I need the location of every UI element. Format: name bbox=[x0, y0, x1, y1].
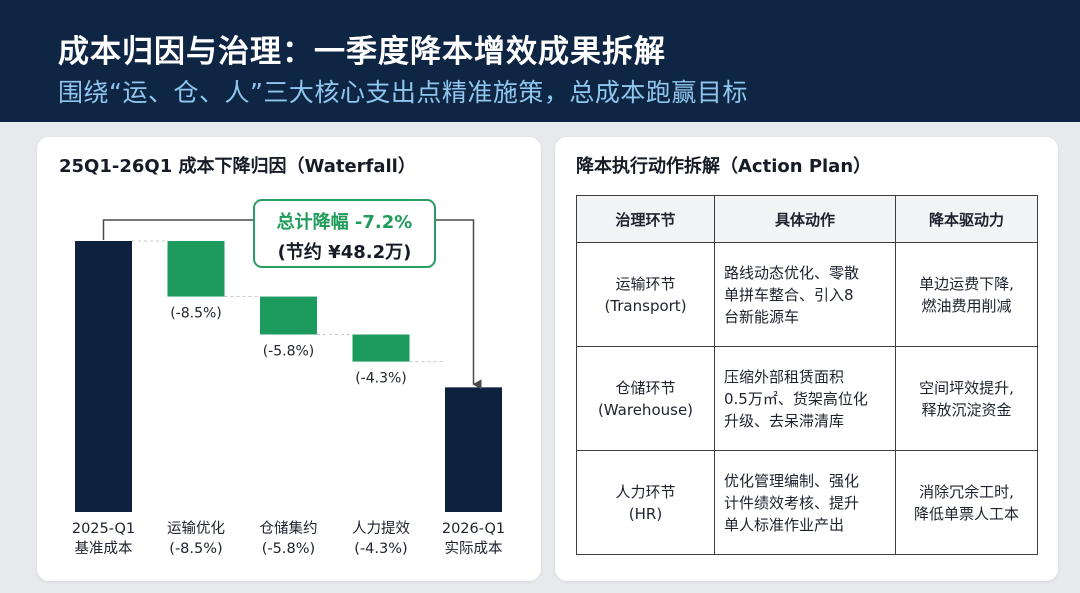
action-line: 台新能源车 bbox=[724, 307, 800, 326]
stage-name: 运输环节 bbox=[615, 274, 676, 293]
action-line: 路线动态优化、零散 bbox=[724, 263, 860, 282]
stage-name: 仓储环节 bbox=[615, 378, 676, 397]
category-label: 人力提效 bbox=[352, 520, 410, 537]
category-label: 仓储集约 bbox=[260, 520, 318, 537]
driver-line: 燃油费用削减 bbox=[921, 296, 1012, 315]
stage-english: (Transport) bbox=[604, 296, 687, 315]
table-row: 人力环节 (HR) 优化管理编制、强化 计件绩效考核、提升 单人标准作业产出 消… bbox=[576, 450, 1038, 555]
stage-english: (Warehouse) bbox=[597, 400, 694, 419]
action-line: 单拼车整合、引入8 bbox=[724, 285, 854, 304]
driver-line: 释放沉淀资金 bbox=[921, 400, 1012, 419]
total-reduction-callout: 总计降幅 -7.2% (节约 ¥48.2万) bbox=[253, 199, 436, 268]
stage-name: 人力环节 bbox=[615, 482, 676, 501]
category-label: 运输优化 bbox=[167, 520, 225, 537]
driver-cell: 单边运费下降, 燃油费用削减 bbox=[895, 242, 1038, 347]
action-line: 0.5万㎡、货架高位化 bbox=[724, 389, 868, 408]
bar-value-label: (-4.3%) bbox=[355, 371, 407, 387]
action-line: 计件绩效考核、提升 bbox=[724, 493, 860, 512]
bar-value-label: (-5.8%) bbox=[263, 343, 315, 359]
category-label: 2025-Q1 bbox=[72, 521, 135, 537]
category-label: (-4.3%) bbox=[354, 541, 407, 557]
waterfall-card-title: 25Q1-26Q1 成本下降归因（Waterfall） bbox=[59, 156, 416, 177]
callout-savings: (节约 ¥48.2万) bbox=[277, 242, 412, 263]
action-plan-card-title: 降本执行动作拆解（Action Plan） bbox=[576, 156, 872, 177]
category-label: (-5.8%) bbox=[262, 541, 315, 557]
decrease-bar bbox=[260, 296, 317, 335]
stage-cell: 仓储环节 (Warehouse) bbox=[576, 346, 715, 451]
bar-value-label: (-8.5%) bbox=[170, 306, 222, 322]
table-header-row: 治理环节 具体动作 降本驱动力 bbox=[576, 195, 1038, 243]
page-title: 成本归因与治理：一季度降本增效成果拆解 bbox=[58, 34, 666, 70]
action-line: 升级、去呆滞清库 bbox=[724, 411, 845, 430]
action-plan-card: 降本执行动作拆解（Action Plan） 治理环节 具体动作 降本驱动力 运输… bbox=[555, 137, 1058, 581]
stage-english: (HR) bbox=[628, 504, 663, 523]
category-label: 实际成本 bbox=[445, 540, 503, 557]
driver-line: 空间坪效提升, bbox=[919, 378, 1014, 397]
action-line: 优化管理编制、强化 bbox=[724, 471, 860, 490]
driver-cell: 消除冗余工时, 降低单票人工本 bbox=[895, 450, 1038, 555]
header-banner: 成本归因与治理：一季度降本增效成果拆解 围绕“运、仓、人”三大核心支出点精准施策… bbox=[0, 0, 1080, 122]
total-bar bbox=[75, 241, 132, 512]
column-header-driver: 降本驱动力 bbox=[895, 195, 1038, 243]
action-cell: 压缩外部租赁面积 0.5万㎡、货架高位化 升级、去呆滞清库 bbox=[714, 346, 896, 451]
column-header-action: 具体动作 bbox=[714, 195, 896, 243]
action-line: 压缩外部租赁面积 bbox=[724, 367, 845, 386]
callout-total-reduction: 总计降幅 -7.2% bbox=[276, 212, 413, 233]
waterfall-chart: (-8.5%) (-5.8%) (-4.3%) 2025-Q1 基准成本 运输优化 (-8.… bbox=[72, 219, 505, 557]
total-bar bbox=[445, 387, 502, 512]
category-label: 基准成本 bbox=[75, 540, 133, 557]
decrease-bar bbox=[352, 334, 410, 362]
action-plan-table: 治理环节 具体动作 降本驱动力 运输环节 (Transport) 路线动态优化、… bbox=[576, 195, 1038, 555]
category-label: (-8.5%) bbox=[169, 541, 222, 557]
decrease-bar bbox=[167, 241, 225, 297]
driver-line: 单边运费下降, bbox=[919, 274, 1014, 293]
action-cell: 路线动态优化、零散 单拼车整合、引入8 台新能源车 bbox=[714, 242, 896, 347]
action-cell: 优化管理编制、强化 计件绩效考核、提升 单人标准作业产出 bbox=[714, 450, 896, 555]
driver-line: 降低单票人工本 bbox=[913, 504, 1019, 523]
category-label: 2026-Q1 bbox=[442, 521, 505, 537]
waterfall-card: 25Q1-26Q1 成本下降归因（Waterfall） (-8.5%) (-5.8… bbox=[37, 137, 541, 581]
stage-cell: 人力环节 (HR) bbox=[576, 450, 715, 555]
table-row: 仓储环节 (Warehouse) 压缩外部租赁面积 0.5万㎡、货架高位化 升级… bbox=[576, 346, 1038, 451]
stage-cell: 运输环节 (Transport) bbox=[576, 242, 715, 347]
action-line: 单人标准作业产出 bbox=[724, 515, 845, 534]
table-row: 运输环节 (Transport) 路线动态优化、零散 单拼车整合、引入8 台新能… bbox=[576, 242, 1038, 347]
page-subtitle: 围绕“运、仓、人”三大核心支出点精准施策，总成本跑赢目标 bbox=[58, 78, 748, 107]
column-header-stage: 治理环节 bbox=[576, 195, 715, 243]
driver-line: 消除冗余工时, bbox=[919, 482, 1014, 501]
driver-cell: 空间坪效提升, 释放沉淀资金 bbox=[895, 346, 1038, 451]
